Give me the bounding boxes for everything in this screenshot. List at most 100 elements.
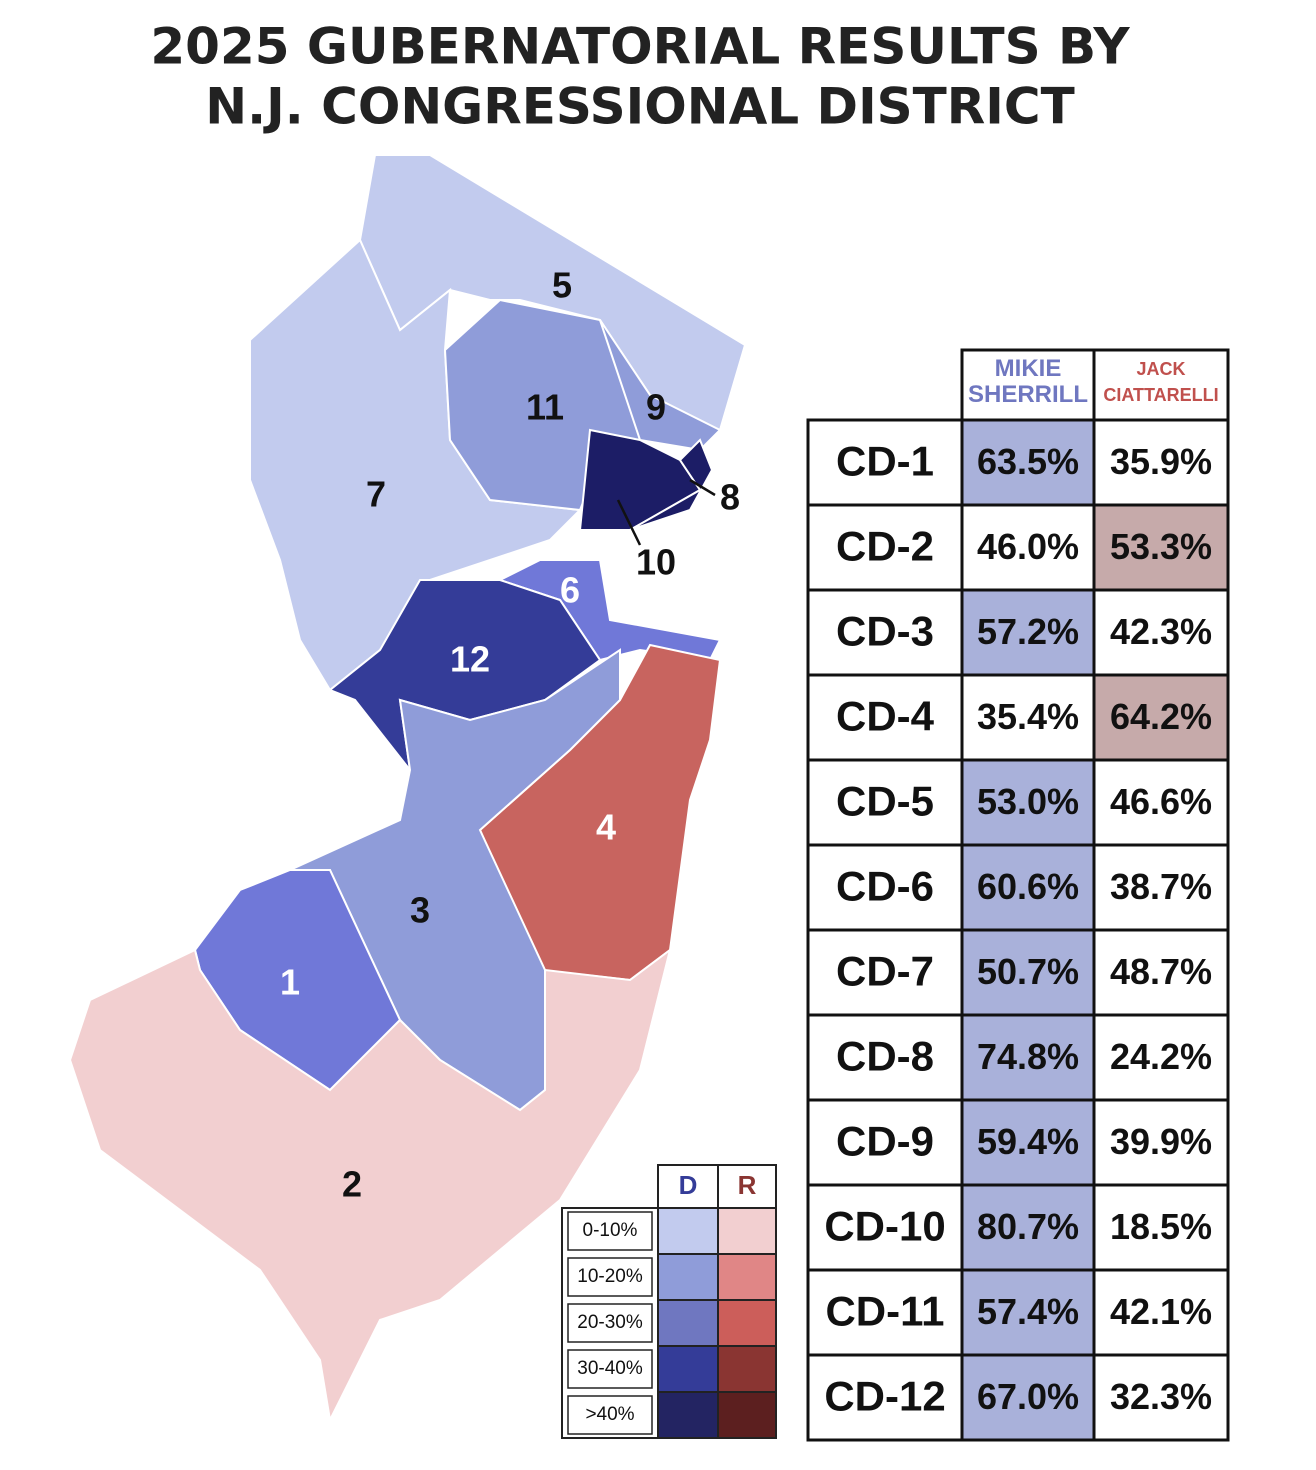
vote-share: 39.9% — [1110, 1121, 1212, 1162]
vote-share: 24.2% — [1110, 1036, 1212, 1077]
vote-share: 50.7% — [977, 951, 1079, 992]
legend-swatch — [657, 1345, 719, 1393]
table-cell — [1092, 928, 1230, 1017]
leader-line — [689, 478, 716, 497]
district-label: 7 — [366, 474, 386, 515]
leader-line — [616, 499, 642, 546]
district — [599, 319, 722, 452]
table-cell — [806, 928, 964, 1017]
district-name: CD-4 — [836, 693, 935, 740]
vote-share: 53.3% — [1110, 526, 1212, 567]
table-cell — [1092, 1098, 1230, 1187]
district-name: CD-1 — [836, 438, 934, 485]
vote-share: 60.6% — [977, 866, 1079, 907]
vote-share: 48.7% — [1110, 951, 1212, 992]
vote-share: 38.7% — [1110, 866, 1212, 907]
vote-share: 59.4% — [977, 1121, 1079, 1162]
table-cell — [960, 843, 1096, 932]
column-header: MIKIE SHERRILL — [968, 355, 1088, 408]
table-cell — [1092, 588, 1230, 677]
table-cell — [960, 758, 1096, 847]
legend-label: >40% — [585, 1404, 634, 1425]
legend-label: 30-40% — [577, 1358, 643, 1379]
vote-share: 35.4% — [977, 696, 1079, 737]
vote-share: 53.0% — [977, 781, 1079, 822]
legend-swatch — [657, 1299, 719, 1347]
legend-label-cell — [567, 1303, 653, 1343]
table-cell — [1092, 1353, 1230, 1442]
table-cell — [1092, 843, 1230, 932]
table-cell — [806, 503, 964, 592]
table-cell — [1092, 1268, 1230, 1357]
district-label: 8 — [720, 477, 740, 518]
table-cell — [806, 1013, 964, 1102]
legend-header-cell — [657, 1164, 719, 1209]
district — [249, 238, 583, 692]
vote-share: 63.5% — [977, 441, 1079, 482]
title-line: N.J. CONGRESSIONAL DISTRICT — [205, 78, 1074, 136]
table-cell — [1092, 1013, 1230, 1102]
legend-swatch — [657, 1253, 719, 1301]
legend-label-cell — [567, 1211, 653, 1251]
district-label: 9 — [646, 387, 666, 428]
legend-swatch — [657, 1391, 719, 1439]
district-name: CD-5 — [836, 778, 934, 825]
district-name: CD-8 — [836, 1033, 934, 1080]
district — [68, 947, 672, 1424]
vote-share: 46.0% — [977, 526, 1079, 567]
legend-label: 10-20% — [577, 1266, 643, 1287]
column-header: JACK CIATTARELLI — [1103, 359, 1218, 405]
vote-share: 18.5% — [1110, 1206, 1212, 1247]
table-cell — [806, 1183, 964, 1272]
district-label: 11 — [526, 387, 564, 428]
district-label: 1 — [280, 962, 300, 1003]
vote-share: 57.2% — [977, 611, 1079, 652]
table-cell — [960, 503, 1096, 592]
legend-swatch — [717, 1391, 777, 1439]
district-label: 12 — [450, 639, 490, 680]
district-name: CD-7 — [836, 948, 934, 995]
legend-swatch — [717, 1345, 777, 1393]
district-name: CD-6 — [836, 863, 934, 910]
legend-header: D — [679, 1170, 698, 1200]
district-label: 3 — [410, 890, 430, 931]
district-label: 2 — [342, 1164, 362, 1205]
legend-label: 20-30% — [577, 1312, 643, 1333]
legend-label-cell — [567, 1349, 653, 1389]
title-line: 2025 GUBERNATORIAL RESULTS BY — [150, 18, 1130, 76]
district-label: 6 — [560, 570, 580, 611]
district-name: CD-11 — [825, 1288, 944, 1335]
district — [629, 438, 714, 531]
table-cell — [960, 588, 1096, 677]
legend-swatch — [717, 1207, 777, 1255]
district-name: CD-12 — [824, 1373, 945, 1420]
legend-swatch — [657, 1207, 719, 1255]
district-name: CD-9 — [836, 1118, 934, 1165]
district-label: 10 — [636, 542, 676, 583]
table-cell — [806, 843, 964, 932]
district-label: 5 — [552, 265, 572, 306]
vote-share: 57.4% — [977, 1291, 1079, 1332]
vote-share: 42.1% — [1110, 1291, 1212, 1332]
legend-swatch — [717, 1253, 777, 1301]
legend-label-cell — [567, 1395, 653, 1435]
district-name: CD-10 — [824, 1203, 945, 1250]
legend-swatch — [717, 1299, 777, 1347]
legend-label-cell — [567, 1257, 653, 1297]
table-cell — [960, 1098, 1096, 1187]
vote-share: 42.3% — [1110, 611, 1212, 652]
table-cell — [960, 928, 1096, 1017]
legend-label: 0-10% — [583, 1220, 638, 1241]
table-cell — [1092, 758, 1230, 847]
district-name: CD-3 — [836, 608, 934, 655]
legend-header: R — [738, 1170, 757, 1200]
district-name: CD-2 — [836, 523, 934, 570]
district-label: 4 — [596, 807, 616, 848]
vote-share: 67.0% — [977, 1376, 1079, 1417]
vote-share: 32.3% — [1110, 1376, 1212, 1417]
vote-share: 74.8% — [977, 1036, 1079, 1077]
vote-share: 46.6% — [1110, 781, 1212, 822]
vote-share: 80.7% — [977, 1206, 1079, 1247]
vote-share: 64.2% — [1110, 696, 1212, 737]
